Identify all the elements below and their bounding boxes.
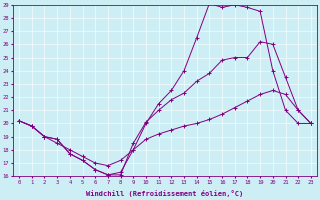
X-axis label: Windchill (Refroidissement éolien,°C): Windchill (Refroidissement éolien,°C) bbox=[86, 190, 244, 197]
